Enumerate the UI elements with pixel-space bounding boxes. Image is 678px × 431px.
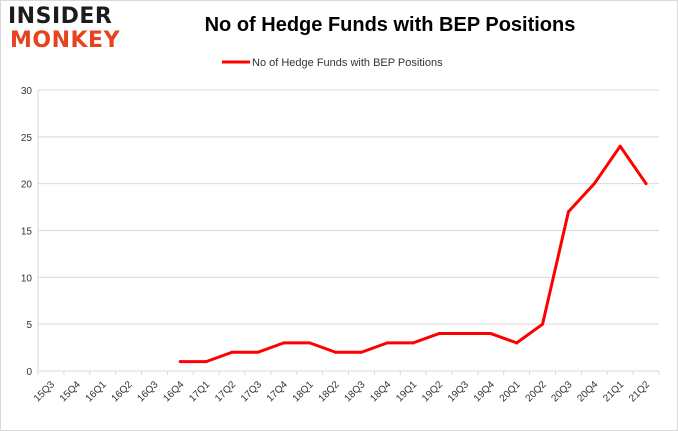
insider-monkey-logo: INSIDER MONKEY [8, 6, 126, 56]
data-point [308, 341, 312, 345]
x-tick-label: 19Q3 [446, 379, 471, 404]
legend-label: No of Hedge Funds with BEP Positions [252, 57, 443, 69]
x-tick-label: 17Q1 [187, 379, 212, 404]
x-tick-label: 17Q3 [239, 379, 264, 404]
x-tick-label: 18Q3 [342, 379, 367, 404]
logo-line-2: MONKEY [10, 28, 121, 53]
y-tick-label: 5 [26, 320, 32, 331]
x-tick-label: 19Q2 [420, 379, 445, 404]
x-axis-ticks: 15Q3 15Q4 16Q1 16Q2 16Q3 16Q4 17Q1 17Q2 17Q3 17Q4… [32, 371, 660, 404]
x-tick-label: 16Q3 [135, 379, 160, 404]
data-point [411, 341, 415, 345]
data-point [334, 350, 338, 354]
data-point [592, 182, 596, 186]
y-tick-label: 20 [21, 180, 33, 191]
data-point [541, 322, 545, 326]
data-point [204, 360, 208, 364]
y-axis-ticks: 0 5 10 15 20 25 30 [21, 86, 33, 378]
y-tick-label: 30 [21, 86, 33, 97]
data-point [437, 332, 441, 336]
data-point [566, 210, 570, 214]
y-tick-label: 25 [21, 133, 33, 144]
x-tick-label: 20Q4 [575, 379, 600, 404]
chart-title: No of Hedge Funds with BEP Positions [204, 14, 576, 36]
y-tick-label: 0 [26, 367, 32, 378]
x-tick-label: 15Q3 [32, 379, 57, 404]
x-tick-label: 20Q2 [524, 379, 549, 404]
x-tick-label: 19Q1 [394, 379, 419, 404]
x-tick-label: 16Q2 [110, 379, 135, 404]
x-tick-label: 15Q4 [58, 379, 83, 404]
x-tick-label: 21Q2 [627, 379, 652, 404]
series-layer [178, 144, 648, 364]
data-point [463, 332, 467, 336]
y-tick-label: 15 [21, 227, 33, 238]
data-point [644, 182, 648, 186]
x-tick-label: 16Q4 [161, 379, 186, 404]
series-line-0 [178, 144, 648, 364]
data-point [618, 144, 622, 148]
data-point [230, 350, 234, 354]
x-tick-label: 16Q1 [84, 379, 109, 404]
x-tick-label: 17Q2 [213, 379, 238, 404]
y-tick-label: 10 [21, 273, 33, 284]
x-tick-label: 18Q2 [317, 379, 342, 404]
data-point [385, 341, 389, 345]
data-point [515, 341, 519, 345]
x-tick-label: 20Q3 [549, 379, 574, 404]
x-tick-label: 18Q4 [368, 379, 393, 404]
data-point [282, 341, 286, 345]
data-point [359, 350, 363, 354]
legend: No of Hedge Funds with BEP Positions [222, 57, 443, 69]
x-tick-label: 21Q1 [601, 379, 626, 404]
x-tick-label: 20Q1 [498, 379, 523, 404]
x-tick-label: 18Q1 [291, 379, 316, 404]
x-tick-label: 17Q4 [265, 379, 290, 404]
data-point [256, 350, 260, 354]
logo-line-1: INSIDER [8, 4, 113, 29]
gridlines [37, 89, 659, 372]
x-tick-label: 19Q4 [472, 379, 497, 404]
data-point [178, 360, 182, 364]
data-point [489, 332, 493, 336]
